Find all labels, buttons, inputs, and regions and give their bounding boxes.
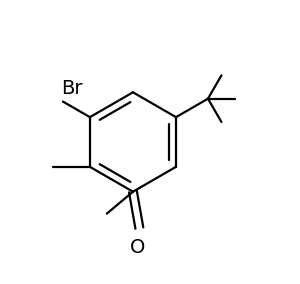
Text: Br: Br bbox=[61, 79, 83, 98]
Text: O: O bbox=[130, 238, 146, 257]
